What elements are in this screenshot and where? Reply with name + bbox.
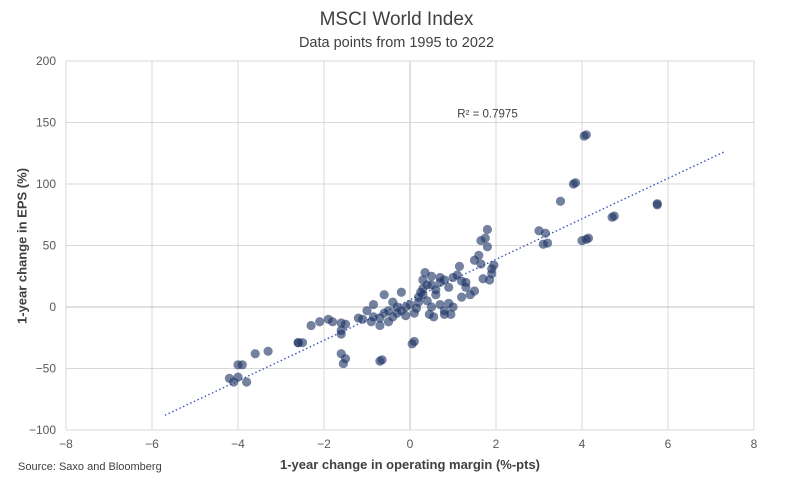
x-tick-label: 4 bbox=[579, 437, 586, 451]
data-point bbox=[543, 238, 553, 248]
data-point bbox=[444, 282, 454, 292]
data-point bbox=[482, 224, 492, 235]
grid bbox=[65, 60, 755, 431]
data-point bbox=[358, 314, 368, 324]
data-point bbox=[489, 260, 499, 270]
chart-subtitle: Data points from 1995 to 2022 bbox=[298, 35, 495, 51]
data-point bbox=[439, 275, 449, 285]
data-point bbox=[388, 297, 398, 307]
data-point bbox=[652, 199, 662, 209]
data-point bbox=[362, 306, 372, 316]
tick-labels: −8 −6 −4 −2 0 2 4 6 8 −100 −50 0 50 100 150 200 bbox=[29, 54, 758, 451]
x-tick-label: −8 bbox=[59, 437, 73, 451]
data-points bbox=[224, 130, 662, 387]
y-tick-label: 200 bbox=[36, 54, 56, 68]
data-point bbox=[426, 271, 437, 281]
data-point bbox=[409, 336, 419, 347]
r-squared-annotation: R² = 0.7975 bbox=[457, 109, 517, 121]
data-point bbox=[429, 312, 439, 322]
x-tick-label: 6 bbox=[665, 437, 672, 451]
data-point bbox=[431, 285, 441, 295]
data-point bbox=[396, 287, 406, 297]
data-point bbox=[379, 290, 389, 300]
data-point bbox=[366, 317, 376, 327]
data-point bbox=[237, 360, 247, 370]
y-tick-label: 0 bbox=[49, 300, 56, 314]
x-tick-label: 8 bbox=[751, 437, 758, 451]
data-point bbox=[439, 309, 449, 319]
data-point bbox=[306, 320, 316, 331]
data-point bbox=[469, 286, 480, 296]
data-point bbox=[461, 277, 471, 287]
data-point bbox=[250, 349, 260, 359]
data-point bbox=[583, 233, 594, 243]
data-point bbox=[457, 292, 467, 302]
y-tick-label: 50 bbox=[43, 239, 57, 253]
data-point bbox=[435, 299, 445, 310]
source-note: Source: Saxo and Bloomberg bbox=[18, 461, 162, 473]
data-point bbox=[426, 302, 437, 312]
data-point bbox=[482, 242, 492, 252]
data-point bbox=[487, 269, 497, 279]
data-point bbox=[377, 355, 387, 365]
y-axis-title: 1-year change in EPS (%) bbox=[14, 167, 30, 325]
data-point bbox=[540, 228, 551, 238]
data-point bbox=[328, 317, 338, 327]
data-point bbox=[480, 233, 490, 243]
data-point bbox=[476, 259, 486, 269]
data-point bbox=[448, 302, 458, 312]
y-tick-label: 100 bbox=[36, 177, 56, 191]
data-point bbox=[418, 290, 428, 300]
data-point bbox=[609, 211, 619, 221]
data-point bbox=[340, 319, 351, 329]
data-point bbox=[581, 130, 591, 140]
data-point bbox=[233, 372, 243, 382]
data-point bbox=[375, 320, 385, 331]
data-point bbox=[315, 317, 325, 327]
data-point bbox=[422, 280, 432, 290]
data-point bbox=[340, 354, 351, 364]
data-point bbox=[401, 311, 411, 321]
data-point bbox=[297, 338, 308, 348]
data-point bbox=[454, 261, 465, 272]
data-point bbox=[263, 346, 273, 356]
x-tick-label: −6 bbox=[145, 437, 159, 451]
data-point bbox=[336, 329, 346, 339]
data-point bbox=[242, 377, 252, 387]
x-tick-label: 2 bbox=[493, 437, 500, 451]
data-point bbox=[368, 299, 379, 310]
x-tick-label: −4 bbox=[231, 437, 245, 451]
data-point bbox=[474, 250, 484, 260]
x-tick-label: −2 bbox=[317, 437, 331, 451]
y-tick-label: 150 bbox=[36, 116, 56, 130]
data-point bbox=[570, 178, 581, 188]
x-tick-label: 0 bbox=[407, 437, 414, 451]
chart-title: MSCI World Index bbox=[319, 9, 474, 30]
x-axis-title: 1-year change in operating margin (%-pts… bbox=[279, 457, 541, 472]
data-point bbox=[555, 196, 566, 206]
data-point bbox=[446, 309, 456, 319]
y-tick-label: −50 bbox=[36, 362, 57, 376]
y-tick-label: −100 bbox=[29, 423, 56, 437]
